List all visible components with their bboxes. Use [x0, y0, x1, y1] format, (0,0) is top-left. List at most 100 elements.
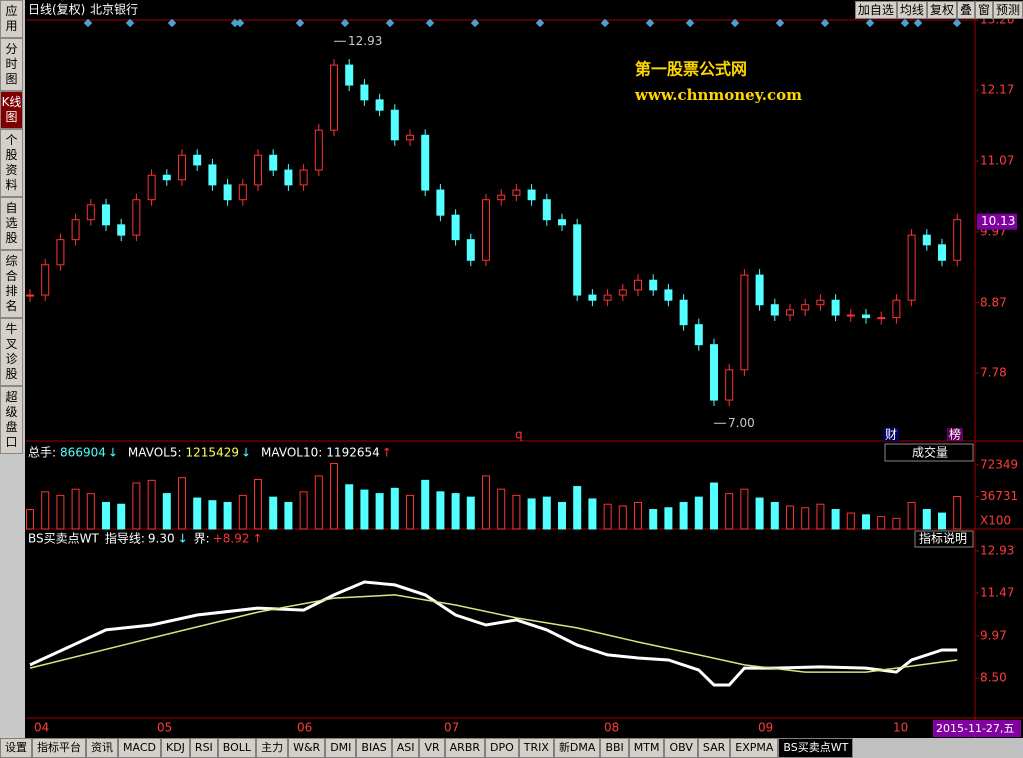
x-tick-label: 05: [157, 721, 172, 735]
volume-bar: [816, 503, 825, 530]
volume-header-label: MAVOL5:: [128, 446, 182, 460]
period: 日线(复权): [28, 3, 85, 17]
candle: [770, 304, 779, 316]
top-button[interactable]: 复权: [926, 1, 957, 19]
candle: [451, 214, 460, 241]
tab[interactable]: DMI: [325, 738, 357, 758]
candle: [907, 234, 916, 301]
candle: [390, 109, 399, 141]
volume-bar: [117, 503, 126, 530]
x-tick-label: 04: [34, 721, 49, 735]
button-box[interactable]: [914, 530, 974, 548]
candle: [147, 174, 156, 201]
candle: [938, 244, 946, 261]
marker-bang: 榜: [949, 427, 961, 442]
side-tab[interactable]: 个股资料: [0, 129, 23, 197]
trend-arrow: ↑: [382, 446, 392, 460]
current-price: 10.13: [981, 214, 1015, 228]
volume-bar: [527, 498, 536, 530]
volume-bar: [846, 512, 855, 530]
tab[interactable]: 指标平台: [32, 738, 86, 758]
candle: [86, 204, 95, 221]
tab[interactable]: BBI: [600, 738, 629, 758]
top-button[interactable]: 叠: [956, 1, 975, 19]
volume-bar: [710, 482, 718, 530]
tab[interactable]: W&R: [288, 738, 326, 758]
top-button[interactable]: 均线: [896, 1, 927, 19]
candle: [922, 234, 931, 246]
tab[interactable]: VR: [419, 738, 445, 758]
tab[interactable]: ARBR: [444, 738, 486, 758]
indicator-header: ↑: [253, 532, 263, 546]
candle: [421, 134, 430, 191]
event-icon: [470, 18, 480, 28]
tab[interactable]: EXPMA: [730, 738, 779, 758]
tab[interactable]: BOLL: [217, 738, 257, 758]
volume-bar: [603, 503, 612, 530]
side-tab[interactable]: 牛叉诊股: [0, 318, 23, 386]
tab[interactable]: BIAS: [356, 738, 392, 758]
current-price-box: [977, 213, 1017, 230]
volume-bar: [41, 491, 50, 530]
tab[interactable]: 主力: [256, 738, 289, 758]
candle: [375, 99, 384, 111]
tab[interactable]: MTM: [628, 738, 665, 758]
tab[interactable]: MACD: [118, 738, 161, 758]
side-tab[interactable]: K线图: [0, 91, 23, 129]
candle: [254, 154, 262, 186]
volume-bar: [223, 501, 232, 530]
top-button[interactable]: 加自选: [854, 1, 897, 19]
candle: [573, 224, 582, 296]
tab[interactable]: DPO: [485, 738, 519, 758]
volume-bar: [360, 489, 369, 530]
tab[interactable]: RSI: [189, 738, 218, 758]
top-buttons: 加自选 均线 复权叠窗预测: [854, 1, 1023, 19]
volume-bar: [238, 494, 247, 530]
y-tick-label: 9.97: [980, 628, 1007, 642]
side-tab[interactable]: 超级盘口: [0, 386, 23, 454]
indicator-line: [29, 594, 958, 673]
volume-bar: [436, 491, 445, 530]
volume-bar: [831, 509, 840, 530]
side-tab[interactable]: 应用: [0, 0, 23, 38]
candle: [953, 219, 962, 261]
volume-bar: [162, 493, 171, 530]
volume-bar: [466, 496, 475, 530]
indicator-header: 指导线:: [105, 531, 145, 546]
tab[interactable]: 设置: [0, 738, 32, 758]
volume-bar: [375, 493, 384, 530]
candle: [877, 317, 886, 320]
event-icon: [340, 18, 350, 28]
side-tab[interactable]: 综合排名: [0, 250, 23, 318]
volume-bar: [679, 501, 688, 530]
volume-bar: [694, 496, 703, 530]
top-button[interactable]: 窗: [974, 1, 993, 19]
candle: [542, 199, 551, 221]
volume-bar: [390, 487, 399, 530]
tab[interactable]: KDJ: [160, 738, 190, 758]
candle: [466, 239, 475, 261]
tab[interactable]: BS买卖点WT: [778, 738, 854, 758]
top-button[interactable]: 预测: [992, 1, 1023, 19]
volume-bar: [953, 496, 962, 530]
tab[interactable]: OBV: [664, 738, 698, 758]
tab[interactable]: TRIX: [518, 738, 554, 758]
volume-bar: [26, 509, 34, 530]
y-tick-label: 12.93: [980, 544, 1014, 558]
indicator-header: 界:: [194, 532, 210, 546]
candle: [694, 324, 703, 346]
tab[interactable]: ASI: [391, 738, 420, 758]
candle: [26, 294, 34, 297]
selector-box[interactable]: [884, 443, 974, 462]
tab[interactable]: 资讯: [86, 738, 118, 758]
tab[interactable]: SAR: [697, 738, 731, 758]
tab[interactable]: 新DMA: [553, 738, 601, 758]
candle: [786, 309, 794, 316]
candle: [71, 219, 80, 241]
candle: [801, 304, 810, 311]
side-tab[interactable]: 分时图: [0, 38, 23, 91]
side-tab[interactable]: 自选股: [0, 197, 23, 250]
candle: [117, 224, 126, 236]
volume-bar: [132, 482, 141, 530]
candle: [284, 169, 293, 186]
